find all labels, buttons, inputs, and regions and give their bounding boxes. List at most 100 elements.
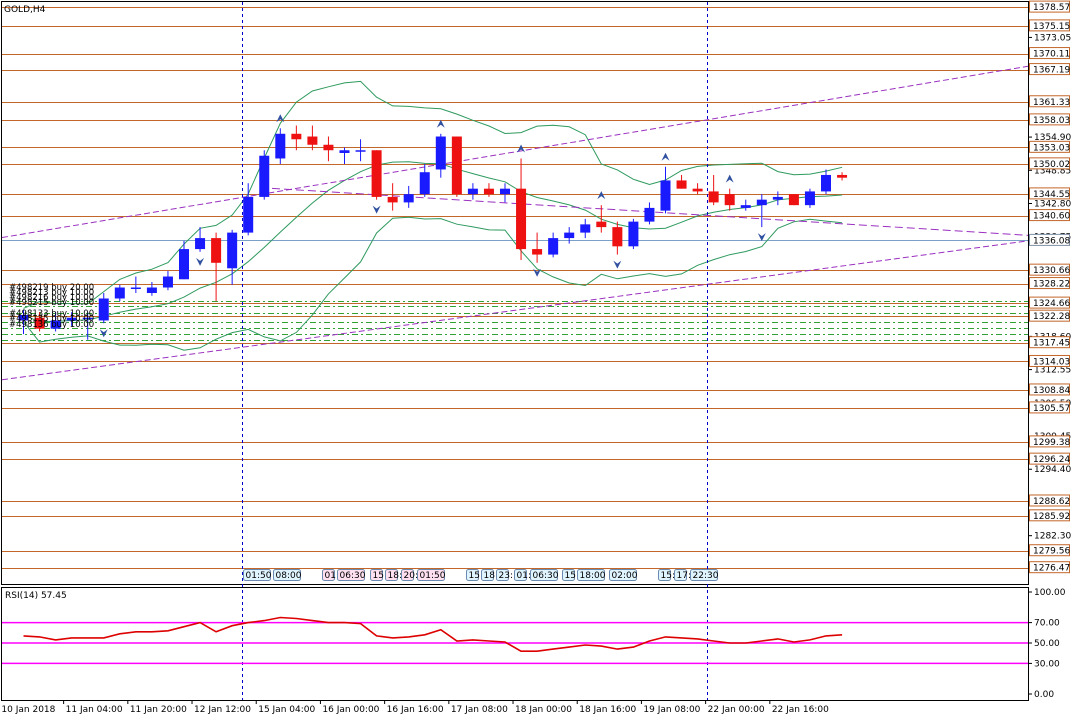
level-price-tag: 1322.28: [1033, 312, 1070, 322]
candle-body: [660, 180, 671, 211]
candle-body: [740, 205, 751, 208]
candles: [18, 125, 848, 340]
session-tag-box: [401, 569, 414, 581]
fractal-up-arrow: [436, 119, 445, 128]
time-tick-label: 16 Jan 00:00: [322, 705, 379, 715]
price-panel: [1, 1, 1029, 585]
candle-body: [451, 136, 462, 195]
level-price-tag-box: [1029, 63, 1070, 76]
session-tag: 15:: [661, 571, 675, 581]
candle-body: [708, 191, 719, 203]
time-tick-label: 17 Jan 08:00: [451, 705, 508, 715]
candle-body: [307, 136, 318, 145]
candle-body: [467, 188, 478, 195]
session-tag-box: [609, 569, 637, 581]
rsi-tick-label: 70.00: [1034, 619, 1060, 629]
chart-title: GOLD,H4: [4, 5, 46, 15]
level-price-tag-box: [1029, 544, 1070, 557]
session-tag: 18:: [388, 571, 402, 581]
level-price-tag-box: [1029, 336, 1070, 349]
level-price-tag-box: [1029, 157, 1070, 170]
level-price-tag-box: [1029, 47, 1070, 60]
band-middle: [23, 161, 843, 323]
session-tag: 01:50: [420, 571, 446, 581]
fractal-up-arrow: [597, 191, 606, 200]
level-price-tag-box: [1029, 354, 1070, 367]
candle-body: [339, 150, 350, 153]
price-tick-label: 1294.40: [1034, 465, 1071, 475]
band-upper: [23, 80, 843, 309]
candle-body: [387, 196, 398, 203]
level-price-tag: 1378.57: [1033, 3, 1070, 13]
rsi-label: RSI(14) 57.45: [5, 591, 67, 601]
level-price-tag-box: [1029, 187, 1070, 200]
fractal-down-arrow: [613, 260, 622, 269]
candle-body: [580, 224, 591, 233]
candle-body: [692, 188, 703, 192]
candle-body: [804, 191, 815, 206]
time-tick-label: 15 Jan 04:00: [258, 705, 315, 715]
candle-body: [516, 188, 527, 250]
fractal-up-arrow: [517, 144, 526, 153]
fractal-down-arrow: [757, 233, 766, 242]
band-lower: [23, 216, 843, 351]
candle-body: [195, 238, 206, 250]
candle-body: [532, 249, 543, 255]
level-price-tag-box: [1029, 494, 1070, 507]
period-separators: [242, 2, 708, 700]
level-price-tag-box: [1029, 95, 1070, 108]
session-tag: 22:30: [693, 571, 719, 581]
candle-body: [34, 317, 45, 329]
level-price-tag: 1330.66: [1033, 266, 1070, 276]
candle-body: [435, 136, 446, 170]
time-tick-label: 11 Jan 04:00: [66, 705, 123, 715]
candle-body: [243, 196, 254, 233]
level-price-tag: 1296.24: [1033, 455, 1070, 465]
candle-body: [403, 194, 414, 203]
level-price-tag-box: [1029, 561, 1070, 574]
level-price-tag: 1324.66: [1033, 299, 1070, 309]
session-tag: 01:: [325, 571, 339, 581]
candle-body: [837, 174, 848, 178]
rsi-panel: [1, 587, 1029, 701]
fractal-up-arrow: [725, 174, 734, 183]
session-tag-box: [577, 569, 605, 581]
fractal-arrows: [99, 114, 766, 338]
order-labels: #498219 buy 20.00#498213 buy 10.00#49821…: [9, 283, 94, 330]
candle-body: [18, 314, 29, 321]
candle-body: [291, 133, 302, 140]
candle-body: [275, 133, 286, 159]
fractal-down-arrow: [99, 329, 108, 338]
session-tag: 15:: [469, 571, 483, 581]
candle-body: [483, 188, 494, 195]
candle-body: [756, 199, 767, 206]
candle-body: [162, 276, 173, 288]
fractal-down-arrow: [533, 268, 542, 277]
time-tick-label: 11 Jan 20:00: [130, 705, 187, 715]
candle-body: [146, 287, 157, 293]
session-tag: 17:: [677, 571, 691, 581]
rsi-tick-label: 50.00: [1034, 639, 1060, 649]
candle-body: [179, 249, 189, 280]
time-tick-label: 12 Jan 12:00: [194, 705, 251, 715]
candle-body: [548, 238, 559, 255]
upper-trend-line: [1, 65, 1029, 239]
level-price-tag-box: [1029, 452, 1070, 465]
candle-body: [66, 317, 77, 321]
session-tag: 15:: [373, 571, 387, 581]
order-label: #498215 buy 10.00: [9, 298, 94, 308]
bollinger-bands: [23, 80, 843, 351]
order-label: #498135 buy 10.00: [9, 314, 94, 324]
candle-body: [772, 196, 783, 200]
candle-body: [98, 298, 109, 321]
rsi-indicator: 100.00 70.00 50.00 30.00 0.00: [2, 588, 1066, 700]
session-tag-box: [322, 569, 335, 581]
order-label: #498133 buy 10.00: [9, 309, 94, 319]
level-price-tag-box: [1029, 309, 1070, 322]
level-price-tag: 1314.03: [1033, 357, 1070, 367]
candle-body: [676, 180, 687, 189]
price-tick-label: 1342.80: [1034, 200, 1071, 210]
level-price-tag-box: [1029, 0, 1070, 13]
session-tag: 20:: [404, 571, 418, 581]
